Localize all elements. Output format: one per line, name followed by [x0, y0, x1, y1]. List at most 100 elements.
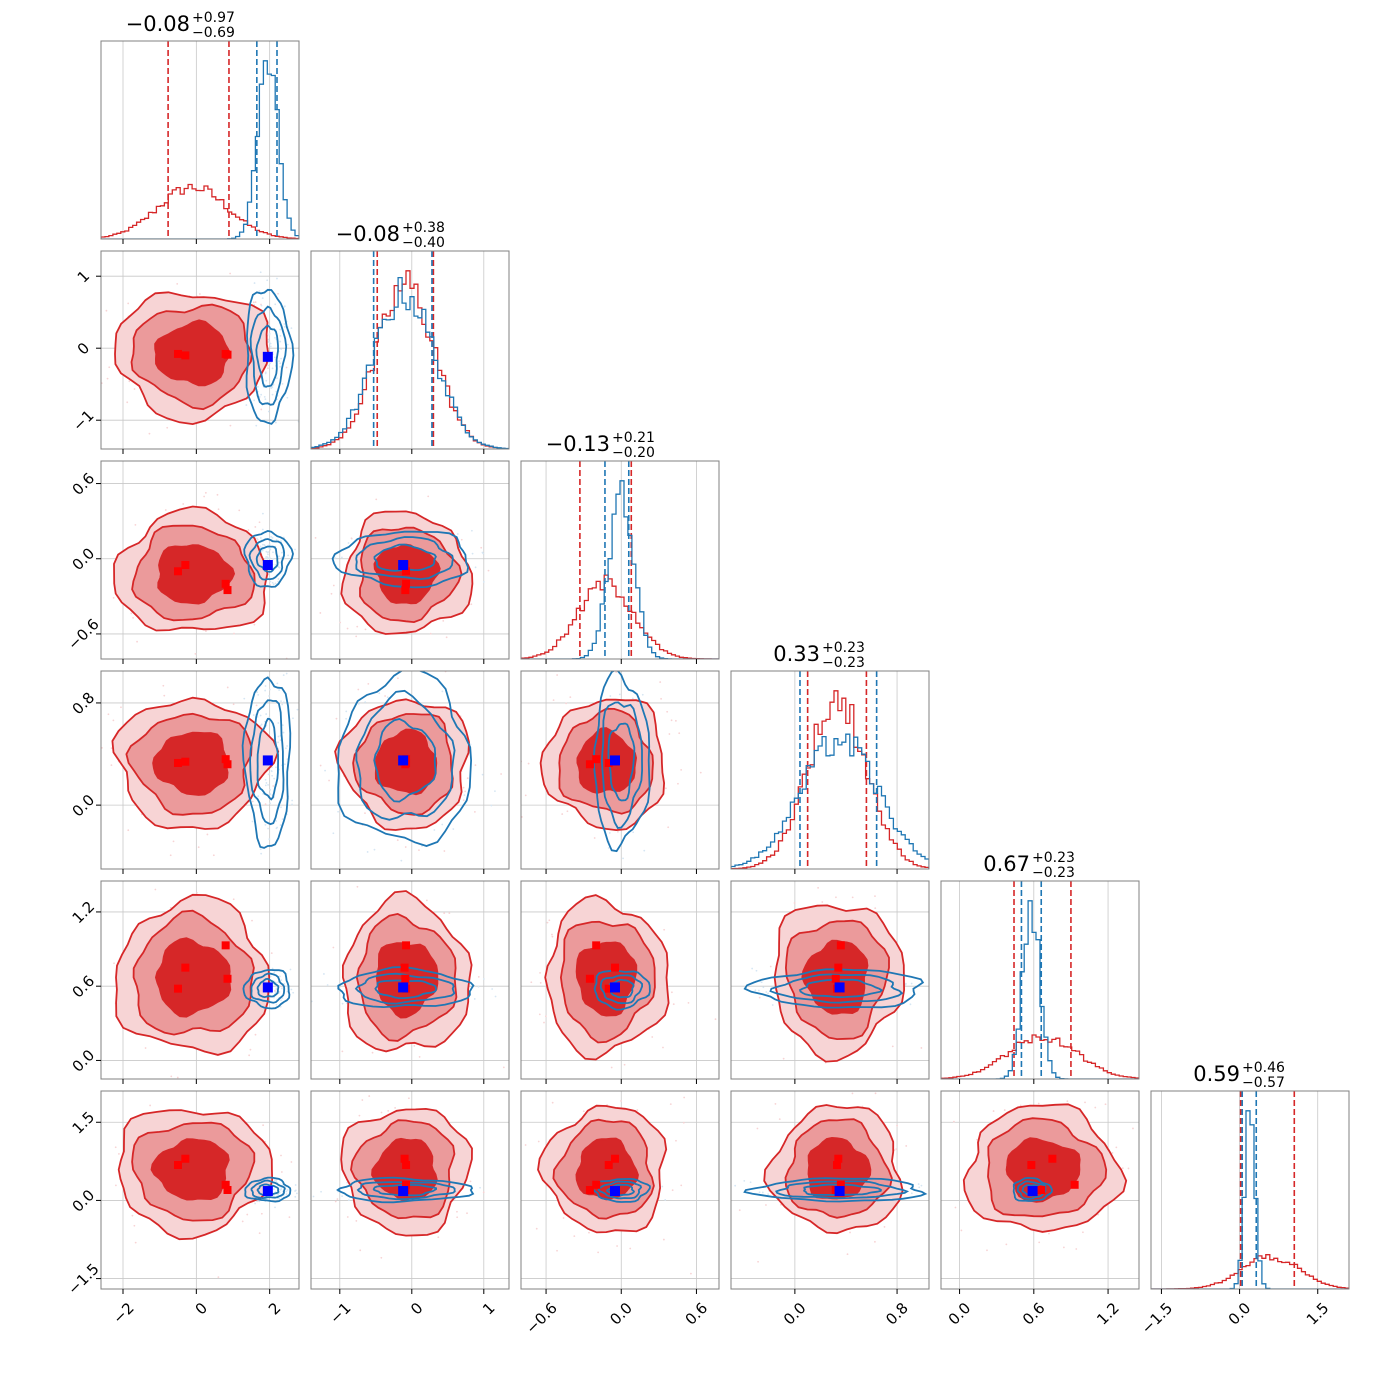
truth-marker-blue	[262, 1186, 273, 1197]
sample-point-blue	[477, 985, 480, 988]
sample-point-blue	[270, 387, 273, 390]
sample-point-blue	[491, 988, 494, 990]
sample-point-red	[216, 493, 219, 496]
sample-point-red	[194, 652, 197, 655]
sample-point-red	[258, 1232, 261, 1235]
truth-marker-blue	[609, 755, 620, 766]
panel-frame	[100, 1090, 300, 1290]
panel-frame	[1150, 1090, 1350, 1290]
sample-point-blue	[947, 990, 949, 992]
sample-point-red	[992, 1110, 995, 1112]
sample-point-red	[843, 1075, 845, 1077]
contour-blue	[600, 701, 644, 829]
sample-point-blue	[762, 986, 765, 989]
panel-5-0: −2 0 2−1.50.01.5	[64, 1090, 300, 1327]
sample-point-red	[232, 898, 235, 901]
sample-point-blue	[290, 988, 293, 991]
contour-blue	[355, 689, 456, 821]
panel-3-2	[520, 670, 720, 874]
sample-point-blue	[282, 731, 285, 734]
sample-point-red	[896, 1124, 898, 1127]
sample-point-red	[341, 1050, 344, 1053]
sample-point-blue	[281, 551, 284, 554]
sample-point-red	[115, 1184, 117, 1187]
sample-point-blue	[278, 555, 280, 558]
x-tick-label: −1	[326, 1299, 354, 1327]
x-tick-label: 0.6	[682, 1299, 712, 1329]
sample-point-blue	[259, 537, 262, 539]
sample-point-red	[127, 829, 130, 832]
panel-frame	[100, 670, 300, 870]
truth-marker-red	[223, 350, 232, 359]
sample-point-red	[164, 509, 167, 511]
sample-point-red	[851, 896, 854, 899]
sample-point-blue	[264, 689, 267, 692]
sample-point-blue	[264, 557, 267, 560]
sample-point-blue	[279, 365, 282, 368]
contour-blue	[331, 530, 470, 589]
sample-point-red	[1097, 1213, 1100, 1216]
sample-point-red	[132, 616, 134, 619]
sample-point-red	[960, 1229, 963, 1232]
sample-point-red	[629, 1247, 632, 1250]
sample-point-blue	[265, 550, 268, 553]
sample-point-blue	[271, 967, 274, 970]
sample-point-red	[610, 1066, 613, 1069]
sample-point-blue	[287, 554, 290, 557]
sample-point-blue	[263, 395, 266, 398]
truth-marker-red	[402, 1180, 411, 1189]
sample-point-blue	[267, 551, 270, 553]
sample-point-blue	[261, 297, 264, 300]
contour-blue	[1012, 1176, 1053, 1202]
sample-point-red	[588, 1231, 590, 1234]
sample-point-blue	[358, 878, 360, 880]
sample-point-red	[134, 1241, 137, 1244]
sample-point-red	[477, 975, 480, 978]
sample-point-red	[466, 777, 469, 780]
sample-point-blue	[253, 399, 256, 402]
histogram-red	[521, 574, 719, 659]
sample-point-red	[682, 1121, 685, 1124]
contour-blue	[373, 718, 437, 803]
sample-point-red	[891, 1045, 894, 1048]
sample-point-blue	[256, 691, 258, 694]
sample-point-blue	[256, 537, 258, 540]
sample-point-blue	[608, 832, 611, 834]
truth-marker-red	[174, 758, 182, 767]
contour-blue	[354, 972, 456, 1005]
sample-point-red	[817, 886, 820, 889]
sample-point-blue	[271, 367, 274, 370]
sample-point-blue	[334, 557, 337, 560]
sample-point-blue	[286, 985, 288, 988]
sample-point-red	[251, 800, 254, 803]
sample-point-red	[433, 1075, 435, 1077]
sample-point-blue	[279, 362, 282, 365]
contour-blue	[355, 536, 454, 581]
sample-point-red	[1094, 1106, 1097, 1109]
sample-point-blue	[278, 1188, 281, 1191]
histogram-blue	[1151, 1110, 1349, 1289]
sample-point-blue	[931, 992, 933, 994]
y-tick-label: 0.0	[69, 1046, 99, 1076]
truth-marker-blue	[398, 982, 409, 993]
panel-frame	[310, 670, 510, 870]
sample-point-red	[502, 1066, 505, 1069]
sample-point-red	[212, 854, 215, 857]
sample-point-red	[851, 1092, 854, 1095]
contour-blue	[255, 324, 279, 388]
sample-point-red	[407, 1097, 410, 1100]
panel-3-3: 0.33 +0.23−0.23	[730, 640, 930, 874]
sample-point-red	[593, 837, 596, 839]
sample-point-red	[46, 313, 48, 315]
panel-4-2	[520, 880, 720, 1084]
sample-point-red	[445, 636, 448, 639]
sample-point-red	[144, 1047, 147, 1049]
x-tick-label: 0.0	[1225, 1299, 1255, 1329]
x-tick-label: 0.6	[1019, 1299, 1049, 1329]
truth-marker-red	[181, 1154, 190, 1163]
sample-point-red	[233, 632, 235, 635]
sample-point-blue	[261, 528, 264, 531]
sample-point-red	[464, 790, 467, 793]
sample-point-blue	[279, 335, 282, 337]
panel-2-2: −0.13 +0.21−0.20	[520, 430, 720, 664]
